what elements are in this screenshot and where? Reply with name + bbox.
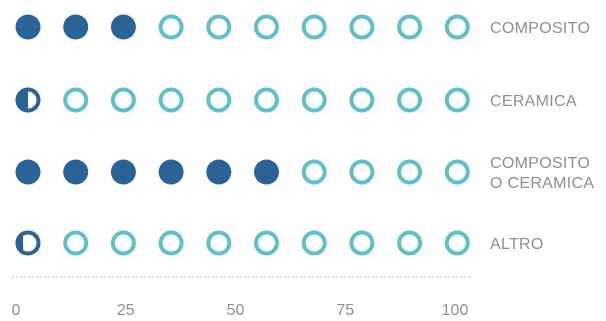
filled-circle-icon (15, 14, 41, 40)
row-label: ALTRO (490, 236, 544, 253)
row-label: COMPOSITO O CERAMICA (490, 155, 594, 192)
row-label: CERAMICA (490, 93, 577, 110)
empty-circle-icon (444, 87, 470, 113)
filled-circle-icon (206, 159, 232, 185)
pictograph-row: ALTRO (15, 230, 544, 256)
empty-circle-icon (63, 230, 89, 256)
empty-circle-icon (301, 230, 327, 256)
x-tick-labels: 0 25 50 75 100 (12, 302, 469, 319)
filled-circle-icon (15, 159, 41, 185)
partial-circle-icon (15, 230, 41, 256)
empty-circle-icon (254, 87, 279, 113)
empty-circle-icon (301, 14, 327, 40)
empty-circle-icon (254, 230, 279, 256)
filled-circle-icon (110, 14, 136, 40)
empty-circle-icon (158, 87, 184, 113)
filled-circle-icon (110, 159, 136, 185)
pictograph-row: COMPOSITO O CERAMICA (15, 155, 594, 192)
empty-circle-icon (158, 14, 184, 40)
row-label: COMPOSITO (490, 20, 590, 37)
rows-layer: COMPOSITO CERAMICA COMPOSITO O CERAMICA ALTR… (15, 14, 594, 256)
x-tick-label: 25 (117, 302, 135, 319)
x-tick-label: 0 (12, 302, 21, 319)
empty-circle-icon (63, 87, 89, 113)
empty-circle-icon (206, 230, 232, 256)
empty-circle-icon (110, 230, 136, 256)
empty-circle-icon (349, 87, 375, 113)
empty-circle-icon (397, 230, 423, 256)
filled-circle-icon (158, 159, 184, 185)
empty-circle-icon (349, 14, 375, 40)
empty-circle-icon (349, 159, 375, 185)
empty-circle-icon (254, 14, 279, 40)
empty-circle-icon (444, 159, 470, 185)
pictograph-row: COMPOSITO (15, 14, 590, 40)
filled-circle-icon (63, 159, 89, 185)
pictograph-row: CERAMICA (15, 87, 577, 113)
empty-circle-icon (206, 14, 232, 40)
x-tick-label: 75 (336, 302, 354, 319)
empty-circle-icon (206, 87, 232, 113)
empty-circle-icon (349, 230, 375, 256)
empty-circle-icon (444, 230, 470, 256)
empty-circle-icon (158, 230, 184, 256)
empty-circle-icon (110, 87, 136, 113)
partial-circle-icon (15, 87, 41, 113)
empty-circle-icon (301, 159, 327, 185)
empty-circle-icon (444, 14, 470, 40)
filled-circle-icon (254, 159, 279, 185)
empty-circle-icon (397, 159, 423, 185)
filled-circle-icon (63, 14, 89, 40)
x-tick-label: 100 (442, 302, 469, 319)
empty-circle-icon (301, 87, 327, 113)
empty-circle-icon (397, 87, 423, 113)
empty-circle-icon (397, 14, 423, 40)
x-tick-label: 50 (227, 302, 245, 319)
